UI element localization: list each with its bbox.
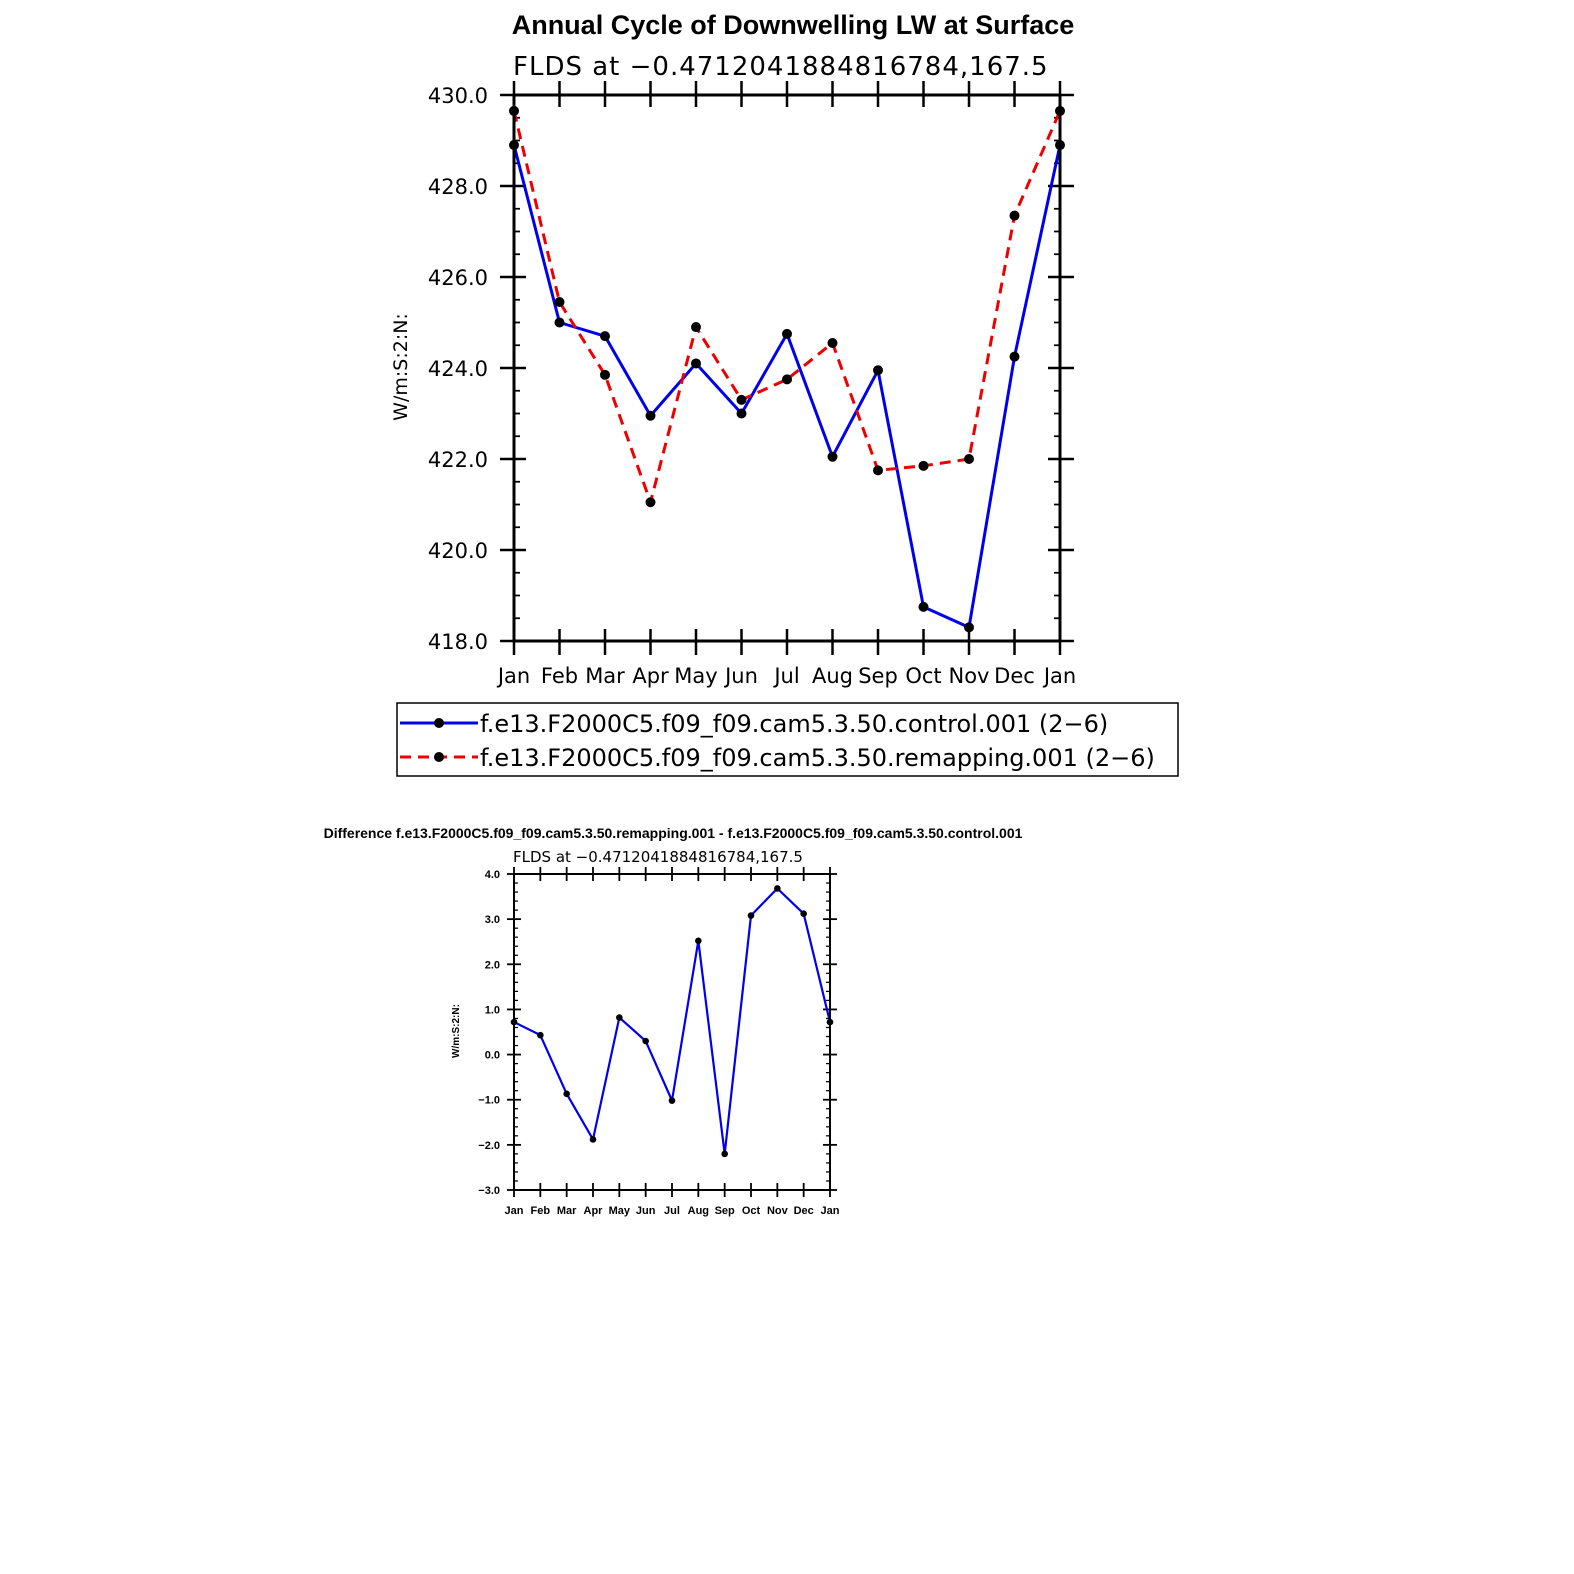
x-tick-label: Apr <box>584 1205 604 1217</box>
data-point <box>873 365 883 376</box>
x-tick-label: Jan <box>496 664 530 688</box>
x-tick-label: Jun <box>723 664 758 688</box>
data-point <box>668 1097 676 1104</box>
y-tick-label: 422.0 <box>428 448 488 472</box>
data-point <box>1009 351 1020 362</box>
x-tick-labels: Jan Feb Mar Apr May Jun Jul Aug Sep Oct Nov Dec Jan <box>496 664 1076 688</box>
x-tick-label: Nov <box>767 1205 789 1217</box>
x-tick-label: Dec <box>794 1205 814 1217</box>
x-tick-label: Feb <box>541 664 578 688</box>
x-tick-label: Aug <box>688 1205 709 1217</box>
x-tick-label: May <box>609 1205 631 1217</box>
x-tick-label: Sep <box>715 1205 735 1217</box>
x-tick-label: Jan <box>505 1205 524 1217</box>
chart-subtitle: FLDS at −0.4712041884816784,167.5 <box>513 52 1049 82</box>
chart-title: Annual Cycle of Downwelling LW at Surfac… <box>512 10 1075 40</box>
y-tick-labels: 418.0 420.0 422.0 424.0 426.0 428.0 430.0 <box>428 84 488 654</box>
data-point <box>554 317 565 328</box>
data-point <box>616 1014 623 1021</box>
x-tick-label: May <box>674 664 717 688</box>
legend-marker-control <box>434 718 444 728</box>
data-point <box>873 465 883 476</box>
data-point <box>782 374 792 385</box>
legend-item-remapping: f.e13.F2000C5.f09_f09.cam5.3.50.remappin… <box>400 744 1155 772</box>
x-tick-label: Nov <box>949 664 990 688</box>
data-point <box>554 297 565 308</box>
data-point <box>600 331 610 342</box>
data-point <box>642 1037 649 1045</box>
legend-marker-remapping <box>434 752 444 762</box>
data-point <box>695 937 702 945</box>
difference-chart: Difference f.e13.F2000C5.f09_f09.cam5.3.… <box>324 825 1023 1217</box>
x-tick-label: Aug <box>812 664 853 688</box>
y-tick-label: 424.0 <box>428 357 488 381</box>
y-tick-label: 3.0 <box>485 914 500 926</box>
data-point <box>747 912 755 919</box>
x-tick-label: Jan <box>1042 664 1076 688</box>
difference-y-axis-label: W/m:S:2:N: <box>451 1004 462 1058</box>
data-point <box>600 369 610 380</box>
data-point <box>918 601 929 612</box>
difference-x-tick-labels: Jan Feb Mar Apr May Jun Jul Aug Sep Oct Nov Dec Jan <box>505 1205 840 1217</box>
x-tick-label: Jan <box>821 1205 840 1217</box>
y-axis-label: W/m:S:2:N: <box>390 313 412 421</box>
legend-box <box>396 702 1179 777</box>
data-point <box>782 328 792 339</box>
difference-y-tick-labels: −3.0 −2.0 −1.0 0.0 1.0 2.0 3.0 4.0 <box>478 869 500 1197</box>
difference-series-line <box>510 885 834 1158</box>
legend: f.e13.F2000C5.f09_f09.cam5.3.50.control.… <box>396 702 1179 777</box>
x-tick-label: Sep <box>858 664 898 688</box>
y-tick-label: 4.0 <box>485 869 500 881</box>
x-tick-label: Oct <box>905 664 941 688</box>
x-tick-label: Dec <box>994 664 1035 688</box>
x-tick-label: Oct <box>742 1205 761 1217</box>
data-point <box>691 322 701 333</box>
data-point <box>645 410 656 421</box>
y-tick-label: 426.0 <box>428 266 488 290</box>
y-tick-label: 1.0 <box>485 1004 500 1016</box>
y-tick-label: 420.0 <box>428 539 488 563</box>
x-tick-label: Mar <box>557 1205 577 1217</box>
difference-title: Difference f.e13.F2000C5.f09_f09.cam5.3.… <box>324 825 1023 841</box>
x-tick-label: Jun <box>636 1205 656 1217</box>
difference-subtitle: FLDS at −0.4712041884816784,167.5 <box>513 848 803 866</box>
data-point <box>800 910 807 918</box>
data-point <box>691 358 701 369</box>
difference-plot-frame <box>513 873 831 1191</box>
x-tick-label: Apr <box>632 664 669 688</box>
y-tick-label: 430.0 <box>428 84 488 108</box>
data-point <box>736 408 747 419</box>
data-point <box>721 1150 728 1158</box>
y-tick-label: −3.0 <box>478 1185 500 1197</box>
y-tick-label: −2.0 <box>478 1140 500 1152</box>
x-tick-label: Jul <box>772 664 799 688</box>
data-point <box>827 451 838 462</box>
y-tick-label: −1.0 <box>478 1095 500 1107</box>
data-point <box>827 337 838 348</box>
data-point <box>964 622 974 633</box>
x-tick-label: Mar <box>585 664 625 688</box>
legend-label-remapping: f.e13.F2000C5.f09_f09.cam5.3.50.remappin… <box>480 744 1155 772</box>
y-tick-label: 418.0 <box>428 630 488 654</box>
data-point <box>918 460 929 471</box>
annual-cycle-chart: Annual Cycle of Downwelling LW at Surfac… <box>390 10 1179 777</box>
x-tick-label: Jul <box>664 1205 680 1217</box>
data-point <box>589 1136 597 1143</box>
x-tick-label: Feb <box>531 1205 551 1217</box>
legend-label-control: f.e13.F2000C5.f09_f09.cam5.3.50.control.… <box>480 710 1108 738</box>
data-point <box>1009 210 1020 221</box>
y-tick-label: 0.0 <box>485 1050 500 1062</box>
data-point <box>774 885 781 892</box>
data-point <box>964 454 974 464</box>
y-tick-label: 2.0 <box>485 959 500 971</box>
data-point <box>563 1090 570 1098</box>
series-lines <box>509 105 1065 633</box>
legend-item-control: f.e13.F2000C5.f09_f09.cam5.3.50.control.… <box>400 710 1108 738</box>
data-point <box>645 497 656 508</box>
plot-frame <box>512 93 1062 643</box>
data-point <box>537 1031 544 1039</box>
y-tick-label: 428.0 <box>428 175 488 199</box>
data-point <box>736 394 747 405</box>
